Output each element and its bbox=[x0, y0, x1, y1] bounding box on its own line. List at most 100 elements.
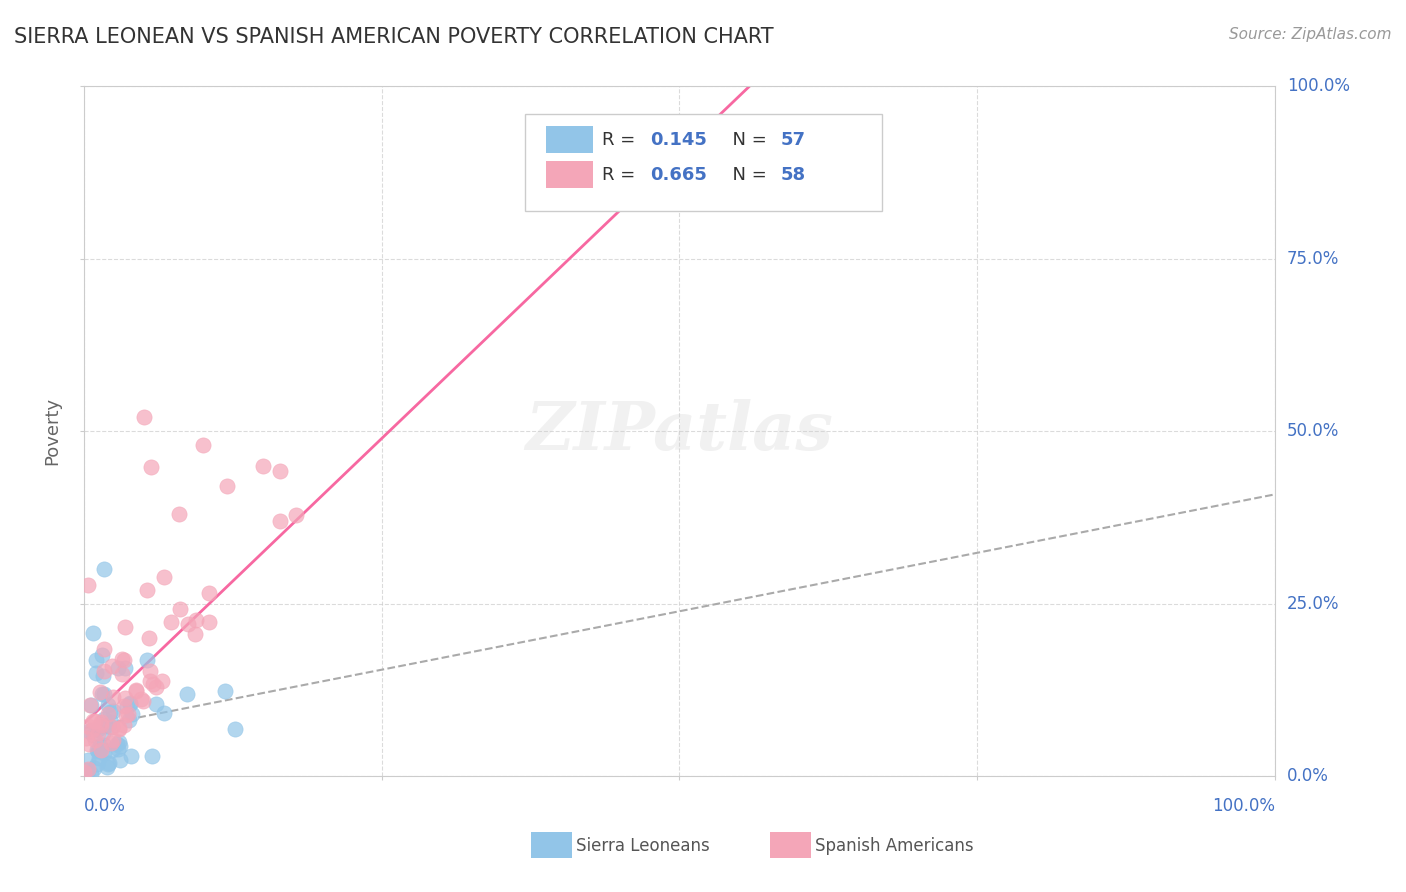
Text: ZIPatlas: ZIPatlas bbox=[526, 399, 834, 464]
Point bbox=[86, 756, 108, 771]
Point bbox=[111, 652, 134, 666]
Point bbox=[84, 653, 107, 667]
Text: 0.0%: 0.0% bbox=[1286, 767, 1329, 785]
Point bbox=[120, 749, 142, 764]
Point bbox=[198, 615, 221, 629]
Point bbox=[129, 692, 152, 706]
Point bbox=[105, 737, 128, 751]
Text: N =: N = bbox=[721, 166, 773, 184]
Point bbox=[80, 767, 103, 781]
Point bbox=[73, 765, 96, 780]
Text: 0.145: 0.145 bbox=[650, 130, 707, 149]
Point bbox=[191, 438, 214, 452]
Point bbox=[77, 762, 100, 776]
Point bbox=[91, 669, 114, 683]
Point bbox=[138, 631, 160, 645]
Point bbox=[100, 720, 122, 734]
Point bbox=[77, 578, 100, 592]
Point bbox=[87, 726, 110, 740]
Point bbox=[285, 508, 308, 522]
Point bbox=[112, 718, 135, 732]
Point bbox=[118, 713, 141, 727]
Point bbox=[84, 732, 107, 747]
Point bbox=[75, 731, 97, 745]
Point bbox=[107, 742, 129, 756]
Point bbox=[198, 586, 221, 600]
Point bbox=[114, 707, 136, 722]
Point bbox=[86, 744, 108, 758]
Text: 0.0%: 0.0% bbox=[84, 797, 127, 814]
Point bbox=[183, 626, 205, 640]
Point bbox=[83, 761, 105, 775]
Point bbox=[117, 706, 139, 721]
Point bbox=[97, 756, 120, 770]
Point bbox=[153, 570, 176, 584]
Text: Sierra Leoneans: Sierra Leoneans bbox=[576, 837, 710, 855]
Point bbox=[139, 673, 162, 688]
Point bbox=[114, 691, 136, 706]
Point bbox=[90, 687, 112, 701]
Text: 100.0%: 100.0% bbox=[1212, 797, 1275, 814]
Point bbox=[77, 737, 100, 751]
Point bbox=[186, 613, 208, 627]
Point bbox=[252, 458, 274, 473]
Point bbox=[100, 659, 122, 673]
Point bbox=[82, 714, 104, 728]
Point bbox=[89, 715, 111, 730]
Point bbox=[75, 763, 97, 777]
Point bbox=[101, 690, 124, 705]
Point bbox=[93, 746, 115, 760]
Text: 0.665: 0.665 bbox=[650, 166, 707, 184]
Point bbox=[121, 707, 143, 722]
Point bbox=[86, 666, 108, 681]
Point bbox=[89, 685, 111, 699]
Point bbox=[96, 760, 118, 774]
Point bbox=[101, 704, 124, 718]
Y-axis label: Poverty: Poverty bbox=[44, 397, 60, 466]
Point bbox=[139, 460, 162, 475]
Text: R =: R = bbox=[602, 166, 641, 184]
Point bbox=[269, 514, 291, 528]
Point bbox=[93, 665, 115, 679]
Point bbox=[111, 667, 134, 681]
Point bbox=[141, 748, 163, 763]
Point bbox=[269, 465, 291, 479]
Point bbox=[118, 697, 141, 711]
Point bbox=[125, 683, 148, 698]
Point bbox=[224, 723, 246, 737]
Text: 25.0%: 25.0% bbox=[1286, 595, 1340, 613]
Point bbox=[82, 723, 104, 737]
Point bbox=[97, 707, 120, 722]
Text: 50.0%: 50.0% bbox=[1286, 422, 1339, 440]
Point bbox=[135, 653, 157, 667]
Point bbox=[93, 687, 115, 701]
Point bbox=[108, 722, 131, 736]
Point bbox=[90, 718, 112, 732]
Text: N =: N = bbox=[721, 130, 773, 149]
Point bbox=[177, 616, 200, 631]
Text: 58: 58 bbox=[780, 166, 806, 184]
Point bbox=[79, 698, 101, 713]
Point bbox=[125, 684, 148, 698]
Point bbox=[101, 733, 124, 747]
Point bbox=[100, 720, 122, 734]
Point bbox=[160, 615, 183, 629]
Point bbox=[101, 743, 124, 757]
Point bbox=[98, 706, 121, 720]
Point bbox=[93, 738, 115, 752]
Point bbox=[77, 753, 100, 767]
Point bbox=[214, 684, 236, 698]
Point bbox=[93, 719, 115, 733]
Point bbox=[91, 726, 114, 740]
Point bbox=[132, 694, 155, 708]
FancyBboxPatch shape bbox=[546, 161, 592, 188]
Point bbox=[80, 698, 103, 712]
Point bbox=[145, 680, 167, 694]
Point bbox=[112, 653, 135, 667]
Point bbox=[215, 479, 238, 493]
Point bbox=[82, 728, 104, 742]
Point bbox=[145, 697, 167, 711]
Point bbox=[108, 754, 131, 768]
Point bbox=[91, 648, 114, 662]
Point bbox=[108, 739, 131, 753]
